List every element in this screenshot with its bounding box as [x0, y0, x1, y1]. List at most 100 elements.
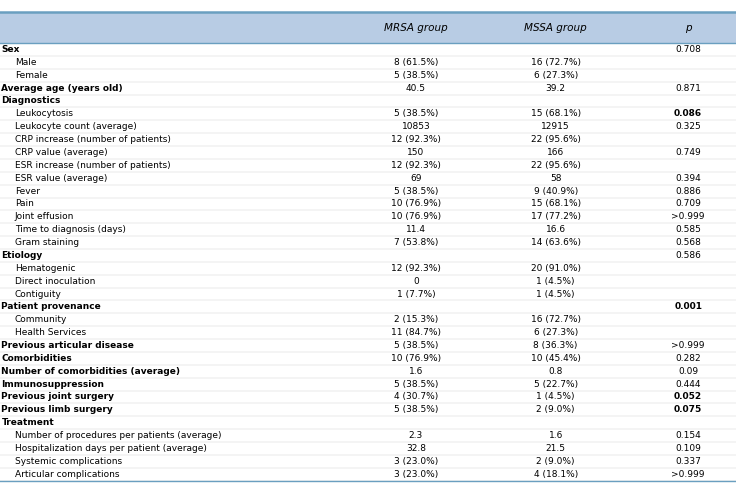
Text: 3 (23.0%): 3 (23.0%): [394, 457, 438, 466]
Text: Previous articular disease: Previous articular disease: [1, 341, 135, 350]
Text: Pain: Pain: [15, 199, 34, 208]
Text: 10 (76.9%): 10 (76.9%): [391, 212, 441, 221]
Text: 1 (7.7%): 1 (7.7%): [397, 290, 435, 298]
Text: 8 (36.3%): 8 (36.3%): [534, 341, 578, 350]
Text: Sex: Sex: [1, 45, 20, 54]
Text: 69: 69: [410, 174, 422, 183]
Text: 0.708: 0.708: [675, 45, 701, 54]
Text: Fever: Fever: [15, 187, 40, 196]
Text: 0.052: 0.052: [674, 393, 702, 401]
Text: MRSA group: MRSA group: [384, 23, 447, 33]
Text: Gram staining: Gram staining: [15, 238, 79, 247]
Text: 7 (53.8%): 7 (53.8%): [394, 238, 438, 247]
Text: Community: Community: [15, 315, 67, 324]
Text: >0.999: >0.999: [671, 470, 705, 479]
Text: 12 (92.3%): 12 (92.3%): [391, 161, 441, 170]
Text: Articular complications: Articular complications: [15, 470, 119, 479]
Text: Number of procedures per patients (average): Number of procedures per patients (avera…: [15, 431, 222, 440]
Text: Comorbidities: Comorbidities: [1, 354, 72, 363]
Text: 0.444: 0.444: [676, 380, 701, 389]
Text: 1 (4.5%): 1 (4.5%): [537, 290, 575, 298]
Text: Diagnostics: Diagnostics: [1, 97, 61, 105]
Text: 1 (4.5%): 1 (4.5%): [537, 277, 575, 286]
Text: Etiology: Etiology: [1, 251, 43, 260]
Text: Previous limb surgery: Previous limb surgery: [1, 405, 113, 414]
Text: 0.586: 0.586: [675, 251, 701, 260]
Text: CRP increase (number of patients): CRP increase (number of patients): [15, 135, 171, 144]
Text: ESR value (average): ESR value (average): [15, 174, 107, 183]
Text: p: p: [684, 23, 692, 33]
Text: 0.585: 0.585: [675, 225, 701, 234]
Text: 5 (22.7%): 5 (22.7%): [534, 380, 578, 389]
Text: Hematogenic: Hematogenic: [15, 264, 75, 273]
Text: 5 (38.5%): 5 (38.5%): [394, 71, 438, 80]
Text: 5 (38.5%): 5 (38.5%): [394, 187, 438, 196]
Text: 5 (38.5%): 5 (38.5%): [394, 405, 438, 414]
Text: 22 (95.6%): 22 (95.6%): [531, 161, 581, 170]
Text: Leukocytosis: Leukocytosis: [15, 109, 73, 118]
Text: 2.3: 2.3: [408, 431, 423, 440]
Text: 166: 166: [547, 148, 565, 157]
Text: 0.09: 0.09: [678, 367, 698, 376]
Text: 0.568: 0.568: [675, 238, 701, 247]
Text: Average age (years old): Average age (years old): [1, 84, 123, 93]
Text: 0.709: 0.709: [675, 199, 701, 208]
Text: 10 (76.9%): 10 (76.9%): [391, 354, 441, 363]
Text: 12 (92.3%): 12 (92.3%): [391, 135, 441, 144]
Text: Patient provenance: Patient provenance: [1, 302, 102, 311]
Text: Direct inoculation: Direct inoculation: [15, 277, 95, 286]
Text: CRP value (average): CRP value (average): [15, 148, 107, 157]
Text: 0.886: 0.886: [675, 187, 701, 196]
Text: 16 (72.7%): 16 (72.7%): [531, 315, 581, 324]
Text: Treatment: Treatment: [1, 418, 54, 427]
Text: ESR increase (number of patients): ESR increase (number of patients): [15, 161, 170, 170]
Text: 16 (72.7%): 16 (72.7%): [531, 58, 581, 67]
Text: 2 (15.3%): 2 (15.3%): [394, 315, 438, 324]
Text: 9 (40.9%): 9 (40.9%): [534, 187, 578, 196]
Text: 14 (63.6%): 14 (63.6%): [531, 238, 581, 247]
Text: 0.871: 0.871: [675, 84, 701, 93]
Text: 0.086: 0.086: [674, 109, 702, 118]
Text: 11.4: 11.4: [406, 225, 426, 234]
Text: 15 (68.1%): 15 (68.1%): [531, 109, 581, 118]
Text: 20 (91.0%): 20 (91.0%): [531, 264, 581, 273]
Text: MSSA group: MSSA group: [524, 23, 587, 33]
Text: 5 (38.5%): 5 (38.5%): [394, 341, 438, 350]
Text: 22 (95.6%): 22 (95.6%): [531, 135, 581, 144]
Text: Number of comorbidities (average): Number of comorbidities (average): [1, 367, 180, 376]
Text: Systemic complications: Systemic complications: [15, 457, 122, 466]
Text: 150: 150: [407, 148, 425, 157]
Text: 1.6: 1.6: [408, 367, 423, 376]
Text: 8 (61.5%): 8 (61.5%): [394, 58, 438, 67]
Text: 2 (9.0%): 2 (9.0%): [537, 457, 575, 466]
Text: 3 (23.0%): 3 (23.0%): [394, 470, 438, 479]
Text: Leukocyte count (average): Leukocyte count (average): [15, 122, 136, 131]
Text: 10 (76.9%): 10 (76.9%): [391, 199, 441, 208]
Text: 0.749: 0.749: [676, 148, 701, 157]
Text: 0.154: 0.154: [676, 431, 701, 440]
Text: 10 (45.4%): 10 (45.4%): [531, 354, 581, 363]
Text: 11 (84.7%): 11 (84.7%): [391, 328, 441, 337]
Text: 40.5: 40.5: [406, 84, 426, 93]
Text: 0.394: 0.394: [676, 174, 701, 183]
Text: 6 (27.3%): 6 (27.3%): [534, 328, 578, 337]
Text: Immunosuppression: Immunosuppression: [1, 380, 105, 389]
Text: 10853: 10853: [401, 122, 431, 131]
Text: 0.109: 0.109: [675, 444, 701, 453]
Text: 5 (38.5%): 5 (38.5%): [394, 380, 438, 389]
Text: >0.999: >0.999: [671, 212, 705, 221]
Text: Male: Male: [15, 58, 36, 67]
Text: 21.5: 21.5: [545, 444, 566, 453]
Text: Previous joint surgery: Previous joint surgery: [1, 393, 115, 401]
Text: 0.282: 0.282: [676, 354, 701, 363]
Bar: [0, 12, 736, 43]
Text: 0: 0: [413, 277, 419, 286]
Text: 15 (68.1%): 15 (68.1%): [531, 199, 581, 208]
Text: 6 (27.3%): 6 (27.3%): [534, 71, 578, 80]
Text: 0.337: 0.337: [675, 457, 701, 466]
Text: 16.6: 16.6: [545, 225, 566, 234]
Text: 12 (92.3%): 12 (92.3%): [391, 264, 441, 273]
Text: 32.8: 32.8: [406, 444, 426, 453]
Text: Hospitalization days per patient (average): Hospitalization days per patient (averag…: [15, 444, 207, 453]
Text: 5 (38.5%): 5 (38.5%): [394, 109, 438, 118]
